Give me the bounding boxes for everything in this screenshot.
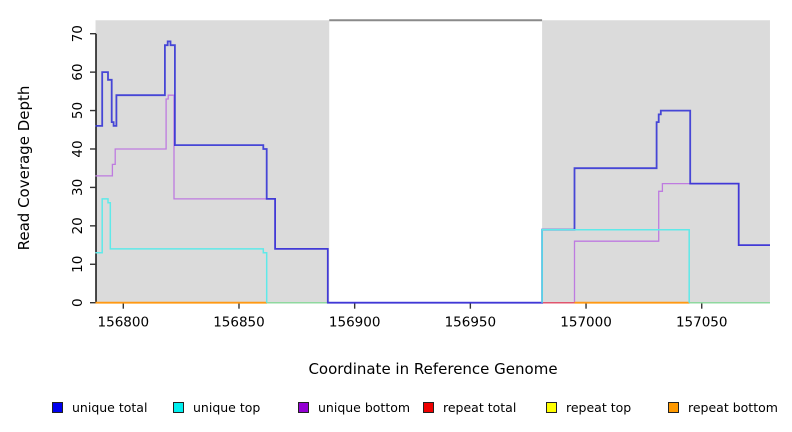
legend-label: unique bottom xyxy=(318,399,411,415)
legend-swatch-icon xyxy=(423,401,434,413)
y-tick-label: 50 xyxy=(70,102,86,119)
series-lines xyxy=(95,40,770,304)
legend-item-repeat-bottom: repeat bottom xyxy=(668,398,778,416)
x-axis-title: Coordinate in Reference Genome xyxy=(308,360,557,378)
legend-label: repeat bottom xyxy=(688,399,778,415)
series-line-unique-top xyxy=(95,198,268,303)
x-tick-label: 157050 xyxy=(676,315,728,331)
legend-item-repeat-total: repeat total xyxy=(423,398,516,416)
x-tick-label: 156900 xyxy=(329,315,381,331)
legend-swatch-icon xyxy=(173,401,184,413)
y-tick-label: 60 xyxy=(70,64,86,81)
legend-item-unique-top: unique top xyxy=(173,398,260,416)
y-tick-label: 70 xyxy=(70,25,86,42)
legend-label: unique top xyxy=(193,399,261,415)
legend-item-unique-total: unique total xyxy=(52,398,147,416)
legend-label: repeat top xyxy=(566,399,632,415)
legend-label: repeat total xyxy=(443,399,517,415)
legend-item-unique-bottom: unique bottom xyxy=(298,398,410,416)
series-line-unique-top xyxy=(541,228,690,303)
legend-swatch-icon xyxy=(52,401,63,413)
series-line-unique-total xyxy=(95,40,770,304)
legend: unique total unique top unique bottom repea… xyxy=(0,398,792,422)
y-tick-label: 10 xyxy=(70,256,86,273)
legend-swatch-icon xyxy=(546,401,557,413)
legend-swatch-icon xyxy=(668,401,679,413)
x-tick-label: 156950 xyxy=(445,315,497,331)
x-tick-label: 157000 xyxy=(560,315,612,331)
chart-canvas: 156800 156850 156900 156950 157000 157050 0 10 2… xyxy=(15,19,770,378)
y-tick-label: 20 xyxy=(70,217,86,234)
legend-label: unique total xyxy=(72,399,148,415)
y-tick-label: 30 xyxy=(70,179,86,196)
y-axis-title: Read Coverage Depth xyxy=(15,86,33,251)
shaded-regions xyxy=(95,19,770,303)
legend-swatch-icon xyxy=(298,401,309,413)
y-tick-label: 0 xyxy=(70,298,86,307)
x-tick-label: 156800 xyxy=(98,315,150,331)
left-sequenced-region xyxy=(95,20,330,303)
legend-item-repeat-top: repeat top xyxy=(546,398,631,416)
x-tick-label: 156850 xyxy=(213,315,265,331)
y-tick-label: 40 xyxy=(70,140,86,157)
